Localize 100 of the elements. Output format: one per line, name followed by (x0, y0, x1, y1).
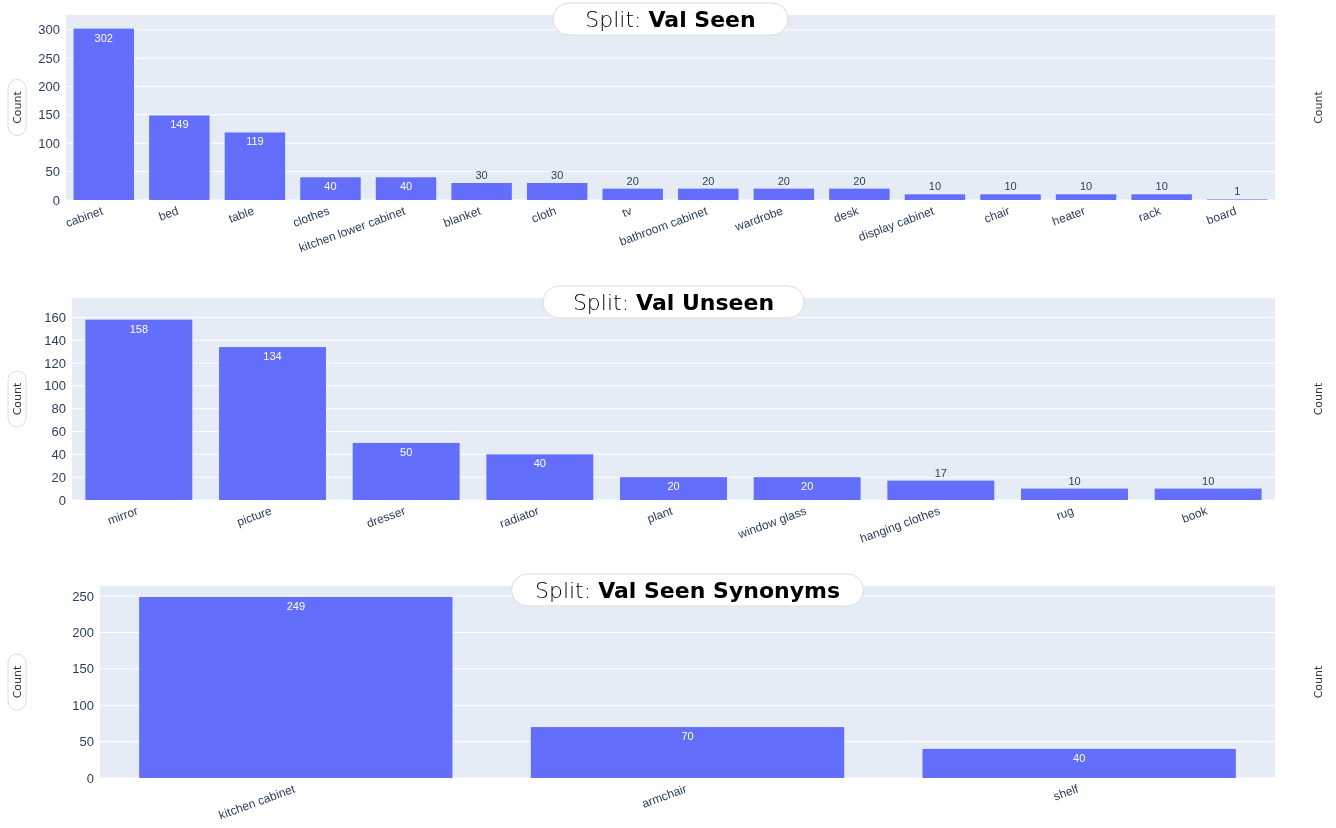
data-label: 10 (1202, 474, 1215, 487)
data-label: 20 (801, 480, 814, 493)
data-label: 1 (1234, 185, 1241, 198)
bar (486, 454, 594, 500)
x-tick-label: plant (645, 503, 676, 526)
x-tick-label: rack (1136, 203, 1164, 225)
x-tick-label: radiator (497, 503, 541, 531)
x-tick-label: picture (234, 503, 274, 530)
y-tick-label: 20 (51, 469, 66, 485)
bar (139, 596, 453, 778)
bar (1131, 194, 1192, 200)
data-label: 134 (263, 350, 282, 363)
bar (980, 194, 1041, 200)
y2-axis-title: Count (1312, 664, 1325, 699)
data-label: 20 (777, 174, 790, 187)
y-tick-label: 250 (38, 50, 60, 66)
y-tick-label: 300 (38, 22, 60, 38)
data-label: 10 (1079, 180, 1093, 193)
y-tick-label: 80 (51, 401, 66, 417)
chart-title: Split: Val Unseen (572, 290, 775, 315)
bar (753, 188, 815, 200)
data-label: 10 (1155, 180, 1168, 193)
bar (1154, 488, 1262, 500)
data-label: 40 (533, 457, 546, 470)
bar (149, 115, 210, 200)
x-tick-label: clothes (290, 203, 332, 230)
bar (451, 182, 512, 200)
bar (678, 188, 739, 200)
y-axis-title: Count (11, 381, 24, 416)
data-label: 10 (1068, 474, 1081, 487)
x-tick-label: tv (620, 203, 634, 221)
x-tick-label: rug (1054, 503, 1076, 523)
y-tick-label: 140 (44, 332, 66, 348)
y2-axis-title: Count (1312, 381, 1325, 416)
x-tick-label: blanket (441, 203, 484, 231)
bar (1055, 194, 1117, 200)
data-label: 20 (853, 174, 866, 187)
bar (375, 177, 437, 200)
x-tick-label: book (1179, 503, 1211, 526)
bar (352, 442, 460, 500)
y-tick-label: 100 (38, 135, 60, 151)
x-tick-label: window glass (735, 503, 809, 542)
bar (73, 28, 135, 200)
x-tick-label: bed (156, 203, 181, 224)
data-label: 149 (170, 118, 189, 131)
bar (922, 748, 1236, 778)
data-label: 70 (681, 730, 694, 743)
x-tick-label: desk (831, 203, 862, 226)
data-label: 40 (399, 180, 413, 193)
x-tick-label: shelf (1051, 781, 1081, 804)
y-tick-label: 0 (52, 192, 60, 208)
x-tick-label: cabinet (63, 203, 106, 231)
data-label: 17 (934, 466, 947, 479)
data-label: 302 (94, 31, 113, 44)
bar (1021, 488, 1128, 500)
y-axis-title: Count (11, 90, 24, 124)
chart-title: Split: Val Seen (585, 7, 756, 32)
y-tick-label: 0 (58, 492, 66, 508)
bar (620, 477, 727, 500)
y-axis-title: Count (11, 664, 24, 699)
bar (224, 132, 286, 200)
bar (530, 727, 845, 778)
data-label: 10 (1004, 180, 1017, 193)
bar (753, 477, 861, 500)
y-tick-label: 50 (45, 164, 60, 180)
bar (85, 319, 193, 500)
y-tick-label: 40 (51, 446, 66, 462)
y2-axis-title: Count (1312, 90, 1325, 124)
bar (904, 194, 966, 200)
data-label: 30 (475, 168, 488, 181)
y-tick-label: 60 (51, 424, 66, 440)
x-tick-label: board (1204, 203, 1239, 228)
y-tick-label: 120 (44, 355, 66, 371)
y-tick-label: 250 (72, 588, 94, 604)
data-label: 50 (400, 445, 413, 458)
x-tick-label: table (226, 203, 257, 226)
data-label: 10 (928, 180, 942, 193)
data-label: 119 (246, 135, 264, 148)
bar (526, 182, 588, 200)
y-tick-label: 50 (79, 734, 94, 750)
data-label: 158 (129, 322, 149, 335)
data-label: 20 (667, 480, 680, 493)
x-tick-label: kitchen cabinet (216, 781, 298, 823)
x-tick-label: heater (1050, 203, 1088, 229)
bar (829, 188, 890, 200)
x-tick-label: mirror (105, 503, 140, 528)
y-tick-label: 150 (72, 661, 94, 677)
x-tick-label: cloth (529, 203, 559, 226)
bar (887, 480, 995, 500)
y-tick-label: 100 (44, 378, 66, 394)
y-tick-label: 200 (38, 79, 60, 94)
y-tick-label: 0 (86, 770, 94, 786)
data-label: 20 (702, 174, 715, 187)
data-label: 20 (626, 174, 639, 187)
bar (300, 177, 361, 200)
chart-title: Split: Val Seen Synonyms (534, 578, 841, 603)
data-label: 40 (1073, 751, 1086, 764)
y-tick-label: 100 (72, 697, 94, 713)
y-tick-label: 200 (72, 625, 94, 641)
data-label: 249 (286, 599, 306, 612)
